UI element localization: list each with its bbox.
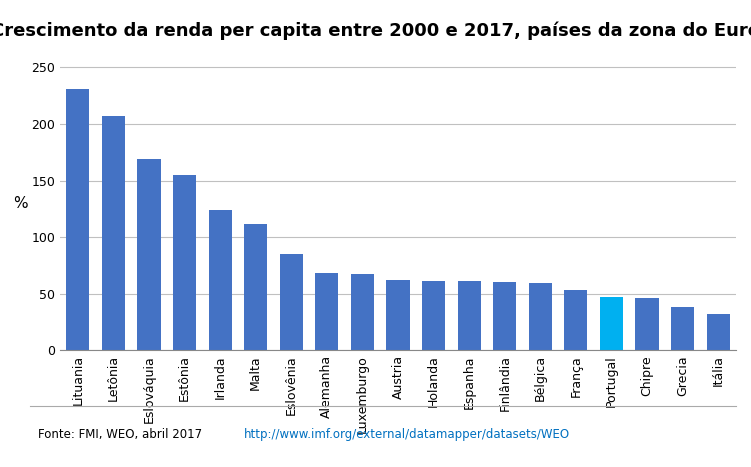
Bar: [244, 224, 267, 350]
Bar: [279, 254, 303, 350]
Bar: [173, 175, 196, 350]
Bar: [66, 89, 89, 350]
Bar: [707, 314, 730, 350]
Bar: [635, 298, 659, 350]
Bar: [422, 281, 445, 350]
Bar: [529, 283, 552, 350]
Bar: [387, 280, 409, 350]
Bar: [671, 307, 694, 350]
Bar: [209, 210, 232, 350]
Bar: [564, 290, 587, 350]
Bar: [351, 275, 374, 350]
Bar: [493, 283, 517, 350]
Text: Crescimento da renda per capita entre 2000 e 2017, países da zona do Euro: Crescimento da renda per capita entre 20…: [0, 21, 751, 40]
Text: http://www.imf.org/external/datamapper/datasets/WEO: http://www.imf.org/external/datamapper/d…: [244, 428, 570, 441]
Y-axis label: %: %: [13, 196, 28, 211]
Bar: [600, 297, 623, 350]
Text: Fonte: FMI, WEO, abril 2017: Fonte: FMI, WEO, abril 2017: [38, 428, 210, 441]
Bar: [102, 116, 125, 350]
Bar: [457, 281, 481, 350]
Bar: [315, 273, 339, 350]
Bar: [137, 159, 161, 350]
